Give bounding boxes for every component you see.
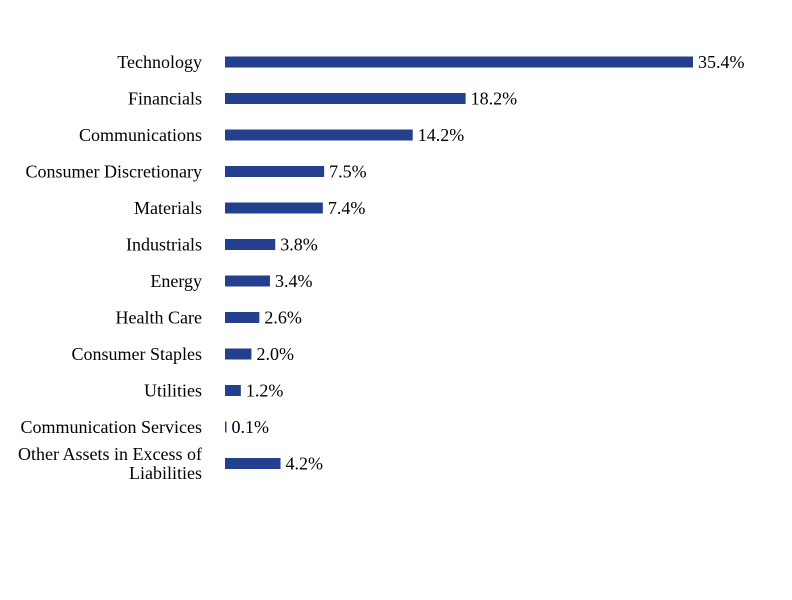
category-label-energy: Energy <box>150 271 202 291</box>
category-label-industrials: Industrials <box>126 235 202 255</box>
value-label-utilities: 1.2% <box>246 381 283 401</box>
bars-group <box>225 56 693 469</box>
category-label-consumer-discretionary: Consumer Discretionary <box>26 162 202 182</box>
bar-consumer-staples <box>225 348 252 360</box>
value-label-other-assets-in-excess-of-liabilities: 4.2% <box>286 454 324 474</box>
bar-materials <box>225 202 323 214</box>
bar-other-assets-in-excess-of-liabilities <box>225 458 281 469</box>
value-label-materials: 7.4% <box>328 198 366 218</box>
bar-industrials <box>225 239 276 250</box>
bar-health-care <box>225 312 260 323</box>
category-label-consumer-staples: Consumer Staples <box>72 344 203 364</box>
bar-communication-services <box>225 421 227 433</box>
value-label-industrials: 3.8% <box>280 235 318 255</box>
category-label-health-care: Health Care <box>116 308 202 328</box>
category-label-other-assets-in-excess-of-liabilities: Other Assets in Excess of Liabilities <box>18 444 202 483</box>
value-label-health-care: 2.6% <box>264 308 302 328</box>
bar-utilities <box>225 385 241 396</box>
category-label-communications: Communications <box>79 125 202 145</box>
value-label-energy: 3.4% <box>275 271 313 291</box>
bar-technology <box>225 56 693 68</box>
category-label-technology: Technology <box>117 52 202 72</box>
bar-financials <box>225 93 466 104</box>
value-label-communications: 14.2% <box>418 125 465 145</box>
category-labels-group: Technology Financials Communications Consum… <box>18 52 202 483</box>
bar-energy <box>225 275 270 287</box>
value-label-communication-services: 0.1% <box>232 417 270 437</box>
value-label-technology: 35.4% <box>698 52 745 72</box>
value-label-consumer-staples: 2.0% <box>256 344 294 364</box>
bar-consumer-discretionary <box>225 166 325 177</box>
category-label-utilities: Utilities <box>144 381 202 401</box>
category-label-communication-services: Communication Services <box>21 417 202 437</box>
value-label-financials: 18.2% <box>471 89 518 109</box>
value-label-consumer-discretionary: 7.5% <box>329 162 367 182</box>
category-label-financials: Financials <box>128 89 202 109</box>
category-label-materials: Materials <box>134 198 202 218</box>
bar-communications <box>225 129 413 141</box>
value-labels-group: 35.4% 18.2% 14.2% 7.5% 7.4% 3.8% 3.4% 2.6% 2.0% 1… <box>232 52 745 474</box>
